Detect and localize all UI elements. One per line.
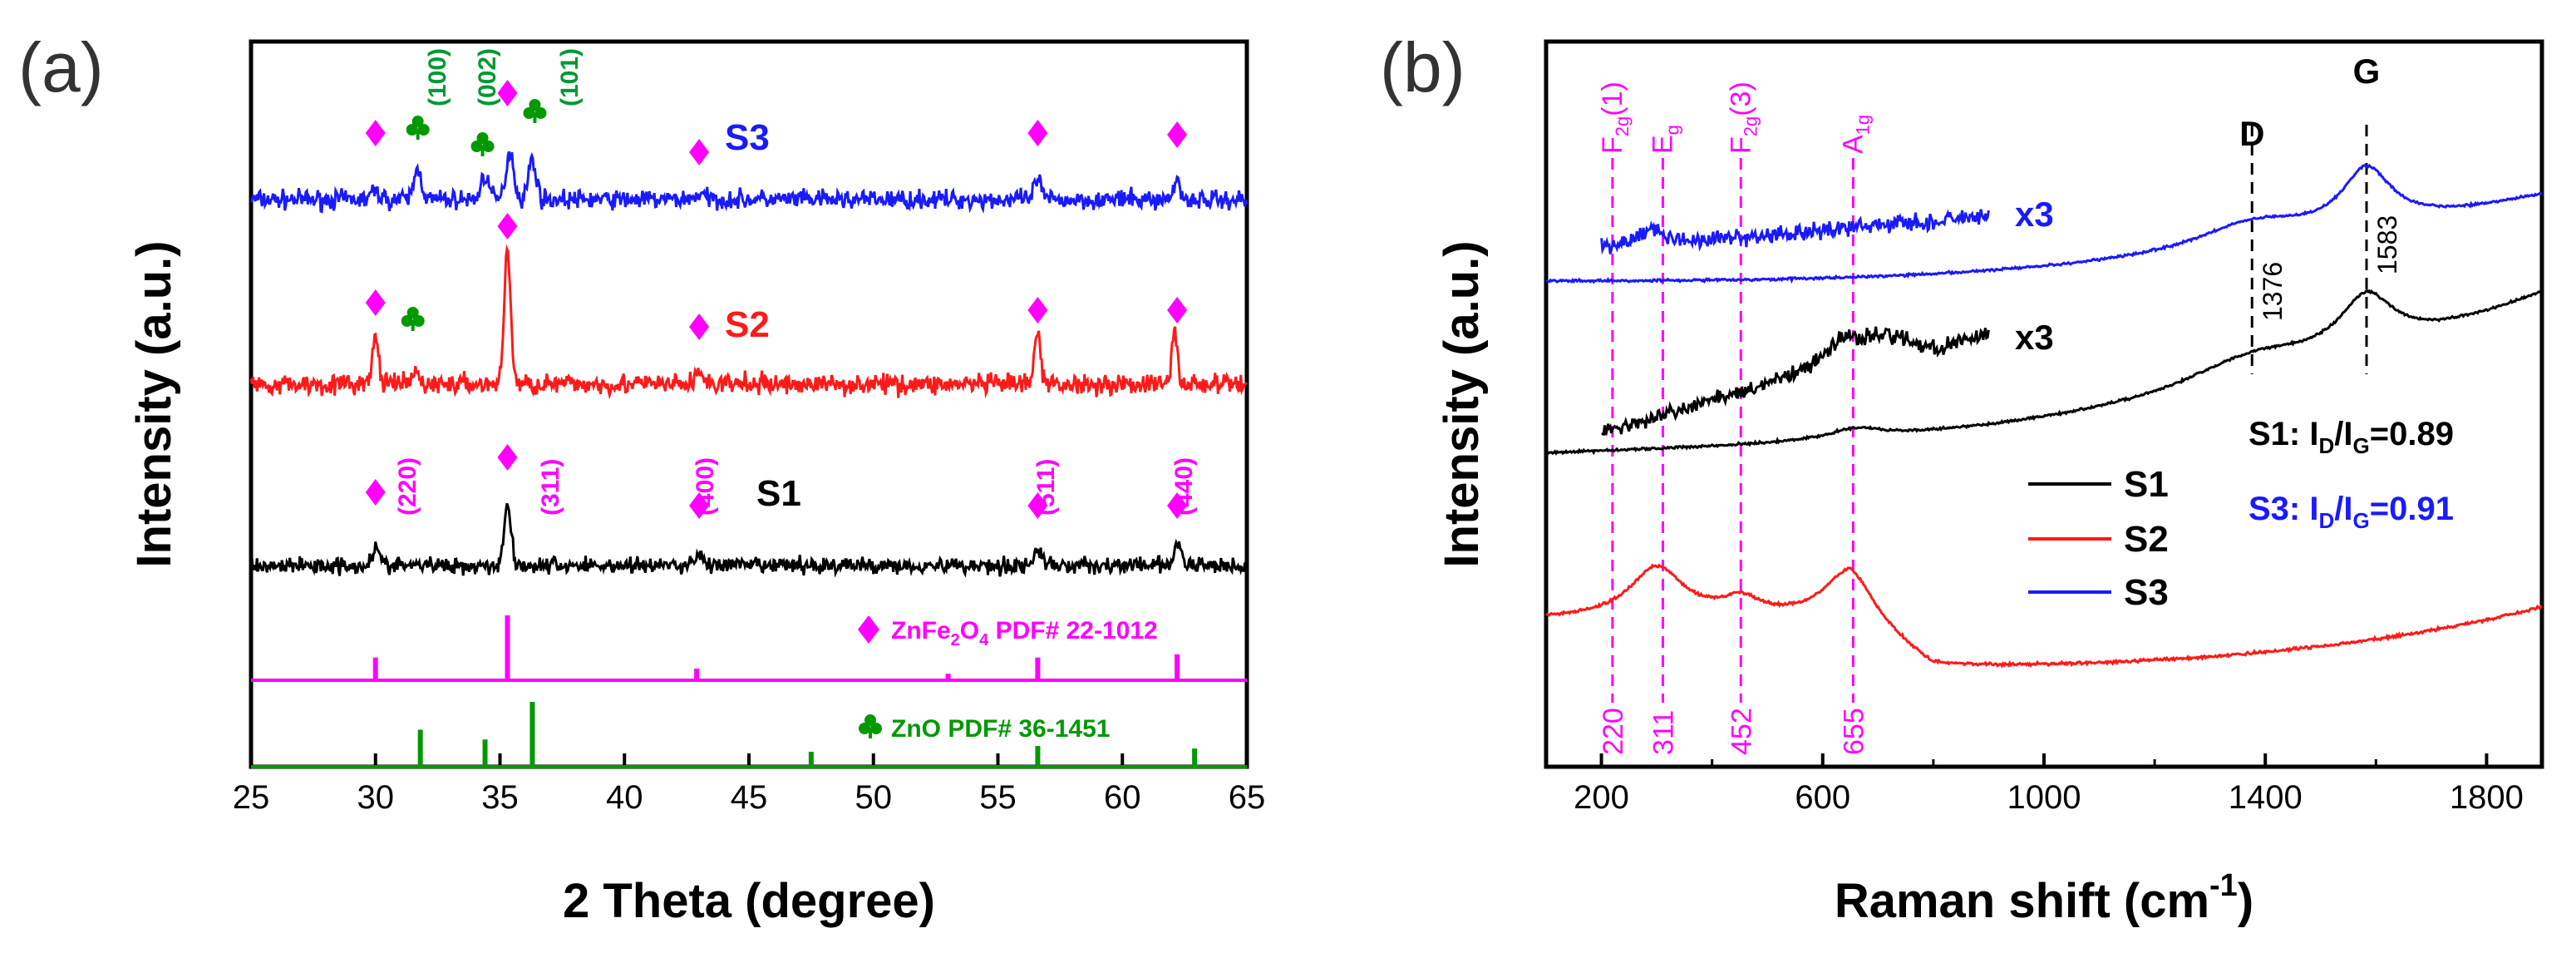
raman-x-tick-label: 1000: [2007, 779, 2081, 816]
diamond-icon: [689, 492, 710, 519]
diamond-icon: [497, 213, 518, 239]
hkl-label-101: (101): [556, 48, 584, 106]
xrd-x-tick-label: 60: [1104, 779, 1141, 816]
diamond-icon: [1167, 121, 1188, 148]
xrd-x-tick-label: 45: [731, 779, 768, 816]
xrd-x-tick-label: 35: [481, 779, 519, 816]
carbon-band-label: G: [2353, 52, 2381, 91]
ratio-label-s1: S1: ID/IG=0.89: [2248, 416, 2454, 458]
raman-legend: S1 S2 S3: [2028, 464, 2169, 613]
raman-x-tick-label: 1800: [2450, 779, 2524, 816]
hkl-label-440: (440): [1170, 457, 1198, 516]
diamond-icon: [1167, 492, 1188, 519]
carbon-band-value: 1583: [2372, 215, 2402, 274]
xrd-x-tick-label: 55: [979, 779, 1017, 816]
raman-series-s2: [1544, 563, 2543, 669]
diamond-icon: [365, 120, 386, 146]
carbon-band-label: D: [2239, 114, 2264, 153]
raman-mode-label: Eg: [1647, 125, 1682, 154]
raman-zoom-series: [1601, 326, 1990, 437]
diamond-icon: [365, 479, 386, 506]
xrd-x-tick-label: 25: [233, 779, 270, 816]
xrd-series-s3: [249, 151, 1249, 215]
diamond-icon: [1167, 297, 1188, 323]
xrd-x-axis: 25 30 35 40 45 50 55 60 65: [233, 753, 1266, 816]
raman-x-axis: 200 600 1000 1400 1800: [1574, 753, 2524, 816]
ratio-label-s3: S3: ID/IG=0.91: [2248, 491, 2454, 533]
xrd-x-tick-label: 65: [1229, 779, 1266, 816]
xrd-series-s1: [250, 502, 1248, 578]
diamond-icon: [858, 615, 879, 644]
diamond-icon: [497, 80, 518, 106]
raman-x-tick-label: 1400: [2229, 779, 2303, 816]
raman-mode-value: 220: [1598, 708, 1629, 755]
hkl-label-511: (511): [1032, 459, 1060, 516]
hkl-label-002: (002): [474, 48, 501, 106]
panel-b-label: (b): [1380, 28, 1465, 106]
club-icon: [406, 116, 430, 140]
zno-reference-label: ZnO PDF# 36-1451: [859, 714, 1110, 743]
xrd-label-s1: S1: [756, 473, 801, 514]
raman-series-s3: [1545, 163, 2543, 284]
xrd-label-s3: S3: [725, 117, 770, 158]
xrd-series-s2: [249, 244, 1248, 400]
raman-x-tick-label: 200: [1574, 779, 1629, 816]
diamond-icon: [1027, 492, 1048, 519]
raman-x-tick-label: 600: [1795, 779, 1850, 816]
diamond-icon: [689, 139, 710, 165]
znfe2o4-reference-label: ZnFe2O4 PDF# 22-1012: [858, 615, 1158, 649]
svg-text:ZnFe2O4 PDF# 22-1012: ZnFe2O4 PDF# 22-1012: [891, 617, 1158, 649]
xrd-series: [249, 80, 1249, 578]
xrd-label-s2: S2: [725, 304, 770, 345]
xrd-phase-markers: [365, 80, 1188, 519]
xrd-x-tick-label: 30: [357, 779, 395, 816]
carbon-band-value: 1376: [2258, 262, 2288, 321]
xrd-x-tick-label: 50: [855, 779, 893, 816]
svg-text:ZnO PDF# 36-1451: ZnO PDF# 36-1451: [891, 715, 1110, 743]
raman-mode-value: 452: [1726, 708, 1757, 755]
xrd-x-tick-label: 40: [606, 779, 643, 816]
raman-mode-label: A1g: [1837, 115, 1873, 154]
raman-mode-value: 655: [1838, 708, 1869, 755]
hkl-label-100: (100): [424, 48, 451, 106]
xrd-x-axis-label: 2 Theta (degree): [563, 874, 935, 928]
raman-series: [1544, 163, 2543, 669]
club-icon: [859, 714, 882, 738]
raman-mode-value: 311: [1648, 710, 1679, 755]
legend-s2: S2: [2124, 519, 2169, 560]
hkl-label-400: (400): [692, 457, 719, 516]
diamond-icon: [1027, 297, 1048, 323]
xrd-chart: 25 30 35 40 45 50 55 60 65 Intensity (a.u.) 2 Th…: [127, 39, 1266, 928]
raman-mode-label: F2g(3): [1725, 81, 1761, 154]
zoom-label-s3: x3: [2015, 195, 2054, 234]
xrd-reference-patterns: [251, 615, 1247, 768]
reference-pattern-zno: [251, 702, 1247, 768]
diamond-icon: [365, 289, 386, 316]
panel-a-label: (a): [18, 28, 104, 106]
diamond-icon: [1027, 120, 1048, 146]
zoom-label-s1: x3: [2015, 318, 2054, 357]
diamond-icon: [689, 314, 710, 340]
hkl-label-311: (311): [537, 459, 564, 516]
diamond-icon: [497, 444, 518, 471]
raman-zoom-series: [1600, 209, 1990, 255]
club-icon: [470, 132, 495, 156]
club-icon: [401, 307, 425, 331]
raman-x-axis-label: Raman shift (cm-1): [1835, 868, 2253, 928]
club-icon: [523, 99, 547, 123]
xrd-y-axis-label: Intensity (a.u.): [127, 240, 181, 567]
raman-series-s1: [1545, 289, 2543, 456]
reference-pattern-znfe2o4: [251, 615, 1247, 682]
raman-y-axis-label: Intensity (a.u.): [1435, 240, 1489, 567]
hkl-label-220: (220): [394, 457, 421, 516]
legend-s3: S3: [2124, 572, 2169, 613]
legend-s1: S1: [2124, 464, 2169, 505]
raman-mode-label: F2g(1): [1597, 81, 1633, 154]
raman-chart: 200 600 1000 1400 1800 F2g(1) 220 Eg 311 F2g(3) 4…: [1435, 39, 2544, 928]
